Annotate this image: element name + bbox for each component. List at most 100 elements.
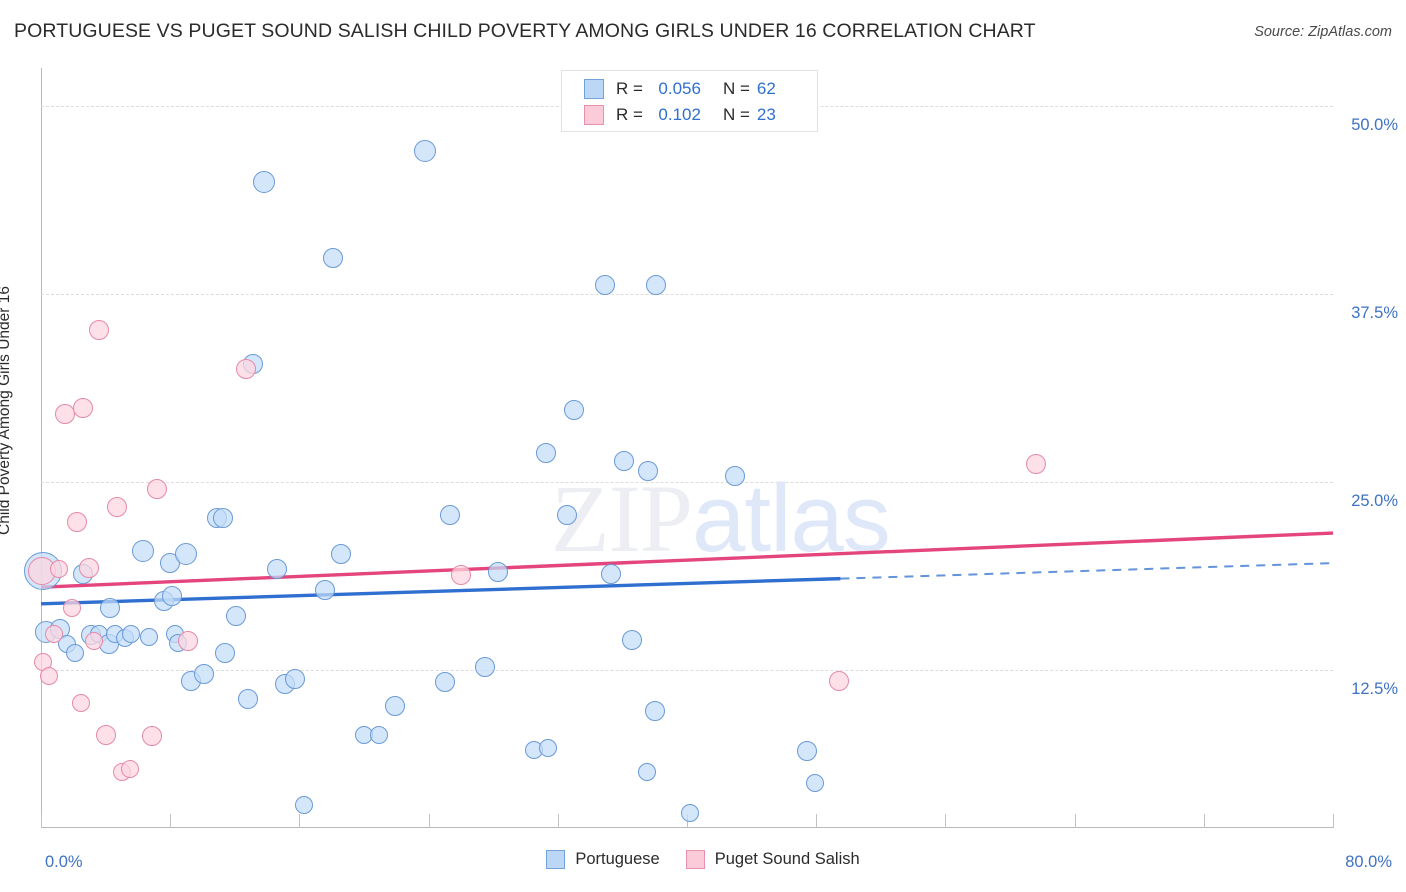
stat-n-value-salish: 23 [756, 105, 776, 124]
data-point-salish[interactable] [49, 560, 68, 579]
x-axis-min-label: 0.0% [45, 853, 83, 871]
x-axis-tick [945, 814, 947, 828]
data-point-salish[interactable] [72, 694, 91, 713]
data-point-portuguese[interactable] [594, 274, 615, 295]
series-legend: Portuguese Puget Sound Salish [0, 850, 1406, 869]
data-point-salish[interactable] [40, 667, 59, 685]
trend-line-portuguese-extrapolated [840, 562, 1334, 580]
data-point-portuguese[interactable] [213, 507, 234, 528]
correlation-stats-box: R = 0.056 N = 62 R = 0.102 N = 23 [561, 70, 818, 132]
trend-lines [40, 531, 1334, 606]
source-attribution: Source: ZipAtlas.com [1254, 24, 1392, 40]
x-axis-tick [299, 814, 301, 828]
stat-r-label-salish: R = [616, 105, 643, 124]
data-point-portuguese[interactable] [414, 139, 437, 162]
legend-item-salish[interactable]: Puget Sound Salish [685, 850, 860, 869]
data-point-salish[interactable] [66, 512, 87, 533]
stat-n-label-salish: N = [722, 105, 750, 124]
data-point-salish[interactable] [72, 398, 93, 419]
y-axis-title: Child Poverty Among Girls Under 16 [0, 286, 13, 535]
y-axis-tick-label: 12.5% [1351, 679, 1398, 698]
data-point-portuguese[interactable] [539, 739, 558, 758]
data-point-portuguese[interactable] [100, 598, 121, 619]
data-point-salish[interactable] [120, 760, 139, 779]
y-axis-tick-label: 37.5% [1351, 303, 1398, 322]
data-point-portuguese[interactable] [536, 443, 557, 464]
data-point-portuguese[interactable] [646, 274, 667, 295]
data-point-salish[interactable] [147, 479, 168, 500]
data-point-portuguese[interactable] [65, 644, 84, 663]
data-point-portuguese[interactable] [622, 629, 643, 650]
data-point-salish[interactable] [450, 565, 471, 586]
data-point-portuguese[interactable] [557, 504, 578, 525]
data-point-salish[interactable] [89, 319, 110, 340]
data-point-portuguese[interactable] [215, 643, 236, 664]
data-point-portuguese[interactable] [369, 725, 388, 744]
data-point-portuguese[interactable] [384, 696, 405, 717]
x-axis-tick [1074, 814, 1076, 828]
stat-r-label-portuguese: R = [616, 79, 643, 98]
data-point-portuguese[interactable] [131, 540, 154, 563]
data-point-portuguese[interactable] [681, 803, 700, 822]
data-point-portuguese[interactable] [315, 580, 336, 601]
data-point-salish[interactable] [95, 724, 116, 745]
stat-r-value-portuguese: 0.056 [658, 79, 701, 98]
stat-n-value-portuguese: 62 [756, 79, 776, 98]
data-point-portuguese[interactable] [563, 399, 584, 420]
legend-label-salish: Puget Sound Salish [714, 850, 860, 868]
x-axis-tick [41, 814, 42, 828]
data-point-portuguese[interactable] [331, 544, 352, 565]
data-point-salish[interactable] [177, 631, 198, 652]
data-point-portuguese[interactable] [284, 669, 305, 689]
stat-r-value-salish: 0.102 [658, 105, 701, 124]
data-point-portuguese[interactable] [323, 247, 344, 268]
data-point-portuguese[interactable] [161, 586, 182, 607]
data-point-portuguese[interactable] [175, 543, 198, 566]
data-point-salish[interactable] [79, 557, 100, 578]
data-point-portuguese[interactable] [237, 688, 258, 709]
plot-area: ZIPatlas [23, 68, 1334, 828]
data-point-portuguese[interactable] [488, 562, 509, 583]
y-axis-tick-label: 50.0% [1351, 115, 1398, 134]
data-point-salish[interactable] [44, 624, 63, 643]
data-point-salish[interactable] [1025, 453, 1046, 474]
legend-swatch-salish-icon [685, 850, 705, 869]
data-point-portuguese[interactable] [226, 605, 247, 626]
data-point-portuguese[interactable] [252, 171, 275, 194]
y-axis-line [41, 68, 42, 828]
legend-item-portuguese[interactable]: Portuguese [546, 850, 660, 869]
gridline [41, 669, 1333, 671]
x-axis-max-label: 80.0% [1345, 853, 1392, 871]
stat-row-salish: R = 0.102 N = 23 [584, 102, 776, 128]
x-axis-tick [1333, 814, 1334, 828]
data-point-salish[interactable] [85, 632, 104, 651]
stat-n-label-portuguese: N = [722, 79, 750, 98]
data-point-portuguese[interactable] [638, 461, 659, 482]
data-point-portuguese[interactable] [266, 559, 287, 580]
data-point-portuguese[interactable] [637, 763, 656, 782]
legend-label-portuguese: Portuguese [575, 850, 660, 868]
gridline [41, 293, 1333, 295]
data-point-portuguese[interactable] [194, 664, 215, 685]
page-title: PORTUGUESE VS PUGET SOUND SALISH CHILD P… [14, 20, 1036, 42]
trend-line-salish [40, 531, 1334, 589]
data-point-salish[interactable] [106, 497, 127, 518]
data-point-portuguese[interactable] [295, 796, 314, 815]
data-point-portuguese[interactable] [805, 773, 824, 792]
data-point-salish[interactable] [62, 599, 81, 618]
data-point-portuguese[interactable] [644, 700, 665, 721]
data-point-portuguese[interactable] [475, 656, 496, 677]
data-point-portuguese[interactable] [140, 627, 159, 646]
data-point-portuguese[interactable] [439, 504, 460, 525]
data-point-salish[interactable] [828, 670, 849, 691]
data-point-salish[interactable] [236, 358, 257, 379]
data-point-portuguese[interactable] [614, 450, 634, 471]
data-point-portuguese[interactable] [601, 563, 622, 584]
data-point-salish[interactable] [142, 726, 163, 747]
data-point-portuguese[interactable] [796, 741, 817, 762]
data-point-portuguese[interactable] [122, 624, 141, 643]
data-point-portuguese[interactable] [434, 672, 455, 693]
legend-swatch-portuguese-icon [546, 850, 566, 869]
data-point-portuguese[interactable] [725, 465, 746, 486]
salish-swatch-icon [584, 105, 604, 125]
